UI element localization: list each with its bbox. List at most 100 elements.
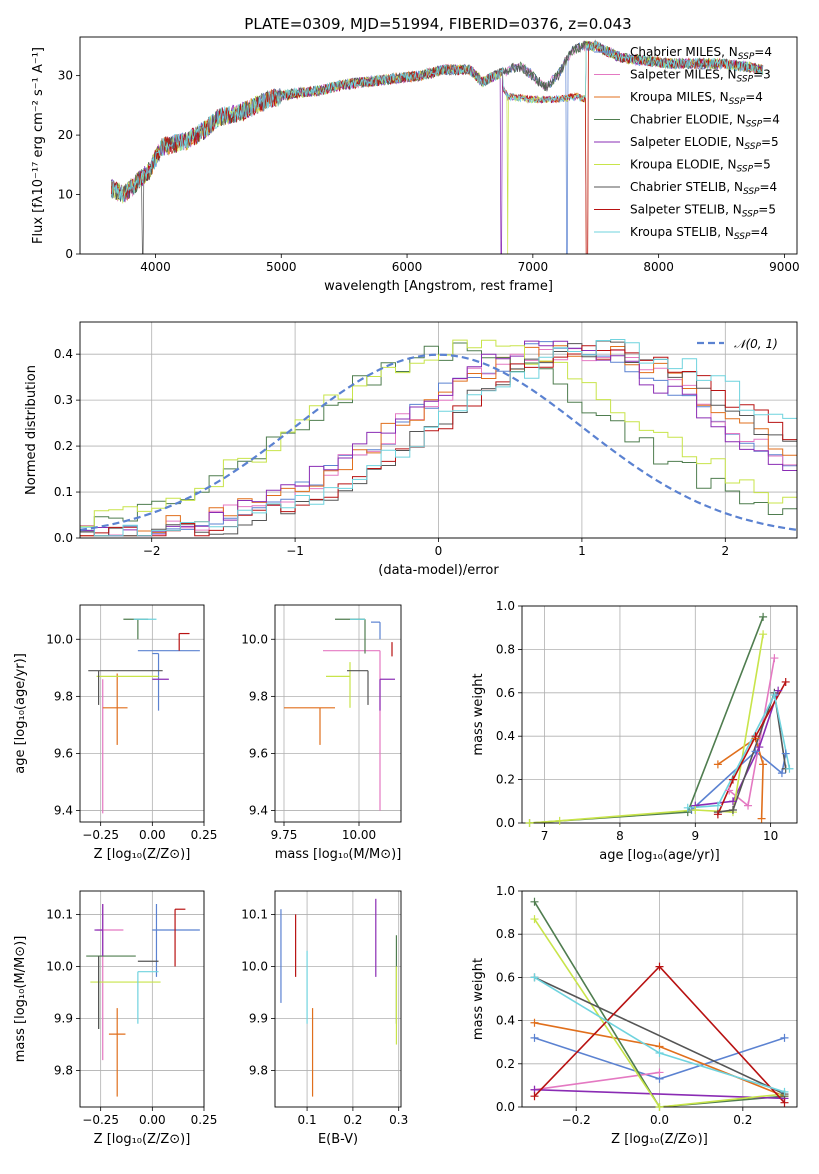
plus-marker <box>525 819 534 827</box>
axes: 7 8 9 10 0.0 0.2 0.4 0.6 0.8 1.0 age [log₁₀(age/yr… <box>471 599 798 863</box>
plot-area <box>111 39 764 254</box>
y-tick-label: 9.8 <box>249 1064 268 1078</box>
x-tick-label: 0.1 <box>298 1113 317 1127</box>
legend-label: Chabrier MILES, NSSP=4 <box>630 45 772 62</box>
x-tick-label: 9000 <box>769 260 800 274</box>
x-tick-label: 0.0 <box>650 1113 669 1127</box>
plot-area <box>280 898 398 1097</box>
axes-frame <box>79 604 205 823</box>
plus-marker <box>530 915 539 924</box>
x-tick-label: 7 <box>541 829 549 843</box>
x-tick-label: −0.25 <box>82 828 119 842</box>
y-tick-label: 10.0 <box>46 632 73 646</box>
panel-weight-vs-Z: −0.2 0.0 0.2 0.0 0.2 0.4 0.6 0.8 1.0 Z [log₁₀(Z/Z… <box>471 884 798 1147</box>
plus-marker <box>780 1098 789 1107</box>
plus-marker <box>781 677 790 686</box>
x-tick-label: 7000 <box>518 260 549 274</box>
plot-area <box>88 618 200 814</box>
y-tick-label: 9.9 <box>54 1012 73 1026</box>
y-tick-label: 0.0 <box>54 531 73 545</box>
plus-marker <box>770 690 779 699</box>
plus-marker <box>713 801 722 810</box>
plus-marker <box>655 1068 664 1077</box>
y-tick-label: 9.9 <box>249 1012 268 1026</box>
legend-label: Kroupa ELODIE, NSSP=5 <box>630 158 771 175</box>
plot-area <box>86 904 200 1097</box>
x-tick-label: 8000 <box>643 260 674 274</box>
plus-marker <box>744 801 753 810</box>
y-tick-label: 9.8 <box>249 689 268 703</box>
y-tick-label: 20 <box>58 128 73 142</box>
plus-marker <box>785 764 794 773</box>
x-axis-label: E(B-V) <box>318 1132 358 1147</box>
x-axis-label: wavelength [Angstrom, rest frame] <box>324 279 553 294</box>
figure-title: PLATE=0309, MJD=51994, FIBERID=0376, z=0… <box>244 15 631 33</box>
axes: 0.1 0.2 0.3 9.8 9.9 10.0 10.1 E(B-V) <box>241 890 408 1147</box>
axes-frame <box>79 321 798 539</box>
y-tick-label: 0.6 <box>496 686 515 700</box>
plus-marker <box>713 810 722 819</box>
axes: −0.25 0.00 0.25 9.4 9.6 9.8 10.0 Z [log₁₀(Z/Z⊙)… <box>13 604 217 862</box>
y-tick-label: 10.1 <box>241 907 268 921</box>
axes-frame <box>521 605 798 824</box>
legend-label: Salpeter ELODIE, NSSP=5 <box>630 135 779 152</box>
grid-lines <box>275 891 401 1107</box>
panel-age-vs-mass: 9.75 10.00 9.4 9.6 9.8 10.0 mass [log₁₀(M/M⊙)] <box>241 604 402 862</box>
axes-frame <box>274 890 402 1108</box>
axes: −2 −1 0 1 2 0.0 0.1 0.2 0.3 0.4 (data-model)/error… <box>24 321 798 578</box>
y-tick-label: 0.3 <box>54 393 73 407</box>
plot-area <box>80 339 797 537</box>
y-axis-label: mass weight <box>471 673 486 755</box>
plus-marker <box>780 1033 789 1042</box>
y-tick-label: 9.6 <box>54 746 73 760</box>
plus-marker <box>781 749 790 758</box>
plus-marker <box>691 805 700 814</box>
plus-marker <box>655 962 664 971</box>
y-tick-label: 0.0 <box>496 1100 515 1114</box>
x-tick-label: 6000 <box>392 260 423 274</box>
plus-marker <box>757 814 766 823</box>
plus-marker <box>751 747 760 756</box>
panel-mass-vs-Z: −0.25 0.00 0.25 9.8 9.9 10.0 10.1 Z [log₁₀(Z/Z⊙… <box>13 890 217 1147</box>
plus-marker <box>751 732 760 741</box>
plus-marker <box>777 769 786 778</box>
plus-marker <box>530 1033 539 1042</box>
weight-line <box>690 750 787 811</box>
x-axis-label: Z [log₁₀(Z/Z⊙)] <box>94 847 191 862</box>
panel-mass-vs-EBV: 0.1 0.2 0.3 9.8 9.9 10.0 10.1 E(B-V) <box>241 890 408 1147</box>
normal-curve <box>80 353 797 531</box>
x-axis-label: (data-model)/error <box>378 563 499 578</box>
plus-marker <box>683 803 692 812</box>
y-tick-label: 0.2 <box>496 773 515 787</box>
y-tick-label: 30 <box>58 69 73 83</box>
x-axis-label: Z [log₁₀(Z/Z⊙)] <box>611 1132 708 1147</box>
x-tick-label: 0.2 <box>343 1113 362 1127</box>
plot-area <box>284 618 395 811</box>
y-tick-label: 1.0 <box>496 599 515 613</box>
plus-marker <box>728 797 737 806</box>
legend-label: Chabrier STELIB, NSSP=4 <box>630 180 777 197</box>
y-axis-label: age [log₁₀(age/yr)] <box>13 653 28 774</box>
plus-marker <box>759 760 768 769</box>
plus-marker <box>530 1092 539 1101</box>
y-tick-label: 0.4 <box>496 729 515 743</box>
weight-line <box>717 692 787 813</box>
y-axis-label: Normed distribution <box>24 365 39 495</box>
x-tick-label: 1 <box>578 544 586 558</box>
x-tick-label: 2 <box>721 544 729 558</box>
x-tick-label: −1 <box>286 544 304 558</box>
grid-lines <box>80 605 205 822</box>
x-tick-label: 9.75 <box>271 828 298 842</box>
y-tick-label: 0.1 <box>54 485 73 499</box>
plus-marker <box>655 1103 664 1111</box>
y-tick-label: 0.8 <box>496 642 515 656</box>
y-tick-label: 0.0 <box>496 816 515 830</box>
weight-line <box>533 901 785 1107</box>
grid-lines <box>522 605 797 824</box>
y-tick-label: 9.8 <box>54 1064 73 1078</box>
plus-marker <box>725 786 734 795</box>
weight-line <box>529 634 764 823</box>
weight-line <box>687 692 791 809</box>
y-tick-label: 0.4 <box>54 347 73 361</box>
